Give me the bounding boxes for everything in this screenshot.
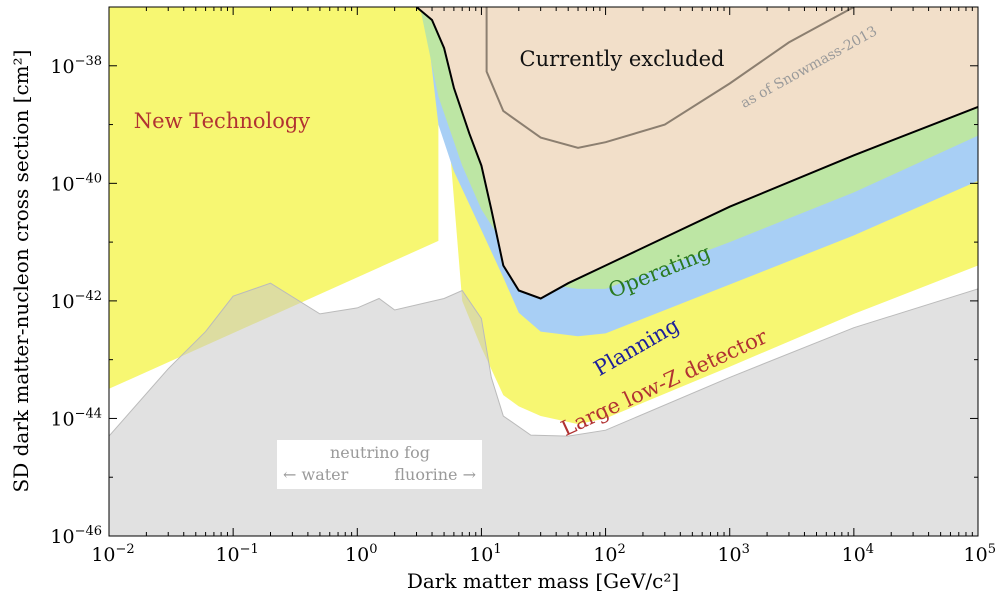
x-tick-label: 101 xyxy=(469,542,501,566)
neutrino-fog-legend: neutrino fog ← water fluorine → xyxy=(277,440,482,489)
region-new-technology xyxy=(109,7,439,389)
x-axis-title: Dark matter mass [GeV/c²] xyxy=(407,569,679,593)
fog-fluorine: fluorine → xyxy=(394,465,476,484)
y-tick-label: 10−40 xyxy=(50,171,102,195)
region-currently-excluded xyxy=(416,7,978,299)
label-new-technology: New Technology xyxy=(134,109,311,133)
label-currently-excluded: Currently excluded xyxy=(520,47,725,71)
y-tick-label: 10−38 xyxy=(50,54,102,78)
x-tick-label: 103 xyxy=(717,542,749,566)
y-axis-title: SD dark matter-nucleon cross section [cm… xyxy=(9,50,33,493)
snowmass-2013-line xyxy=(485,7,855,149)
ticks: 10−2 10−1 100 101 102 103 104 105 10−46 10−44 10−4… xyxy=(50,6,996,566)
fog-title: neutrino fog xyxy=(330,443,430,462)
x-tick-label: 105 xyxy=(964,542,996,566)
y-tick-label: 10−46 xyxy=(50,524,102,548)
x-tick-label: 10−1 xyxy=(215,542,258,566)
fog-water: ← water xyxy=(283,465,349,484)
fog-label-box xyxy=(277,440,482,489)
x-tick-label: 102 xyxy=(593,542,625,566)
regions xyxy=(109,7,978,536)
x-tick-label: 10−2 xyxy=(91,542,134,566)
plot-frame xyxy=(108,6,979,537)
x-tick-label: 100 xyxy=(345,542,377,566)
exclusion-boundary-line xyxy=(415,7,978,300)
y-tick-label: 10−44 xyxy=(50,406,102,430)
x-tick-label: 104 xyxy=(842,542,874,566)
y-tick-label: 10−42 xyxy=(50,289,102,313)
